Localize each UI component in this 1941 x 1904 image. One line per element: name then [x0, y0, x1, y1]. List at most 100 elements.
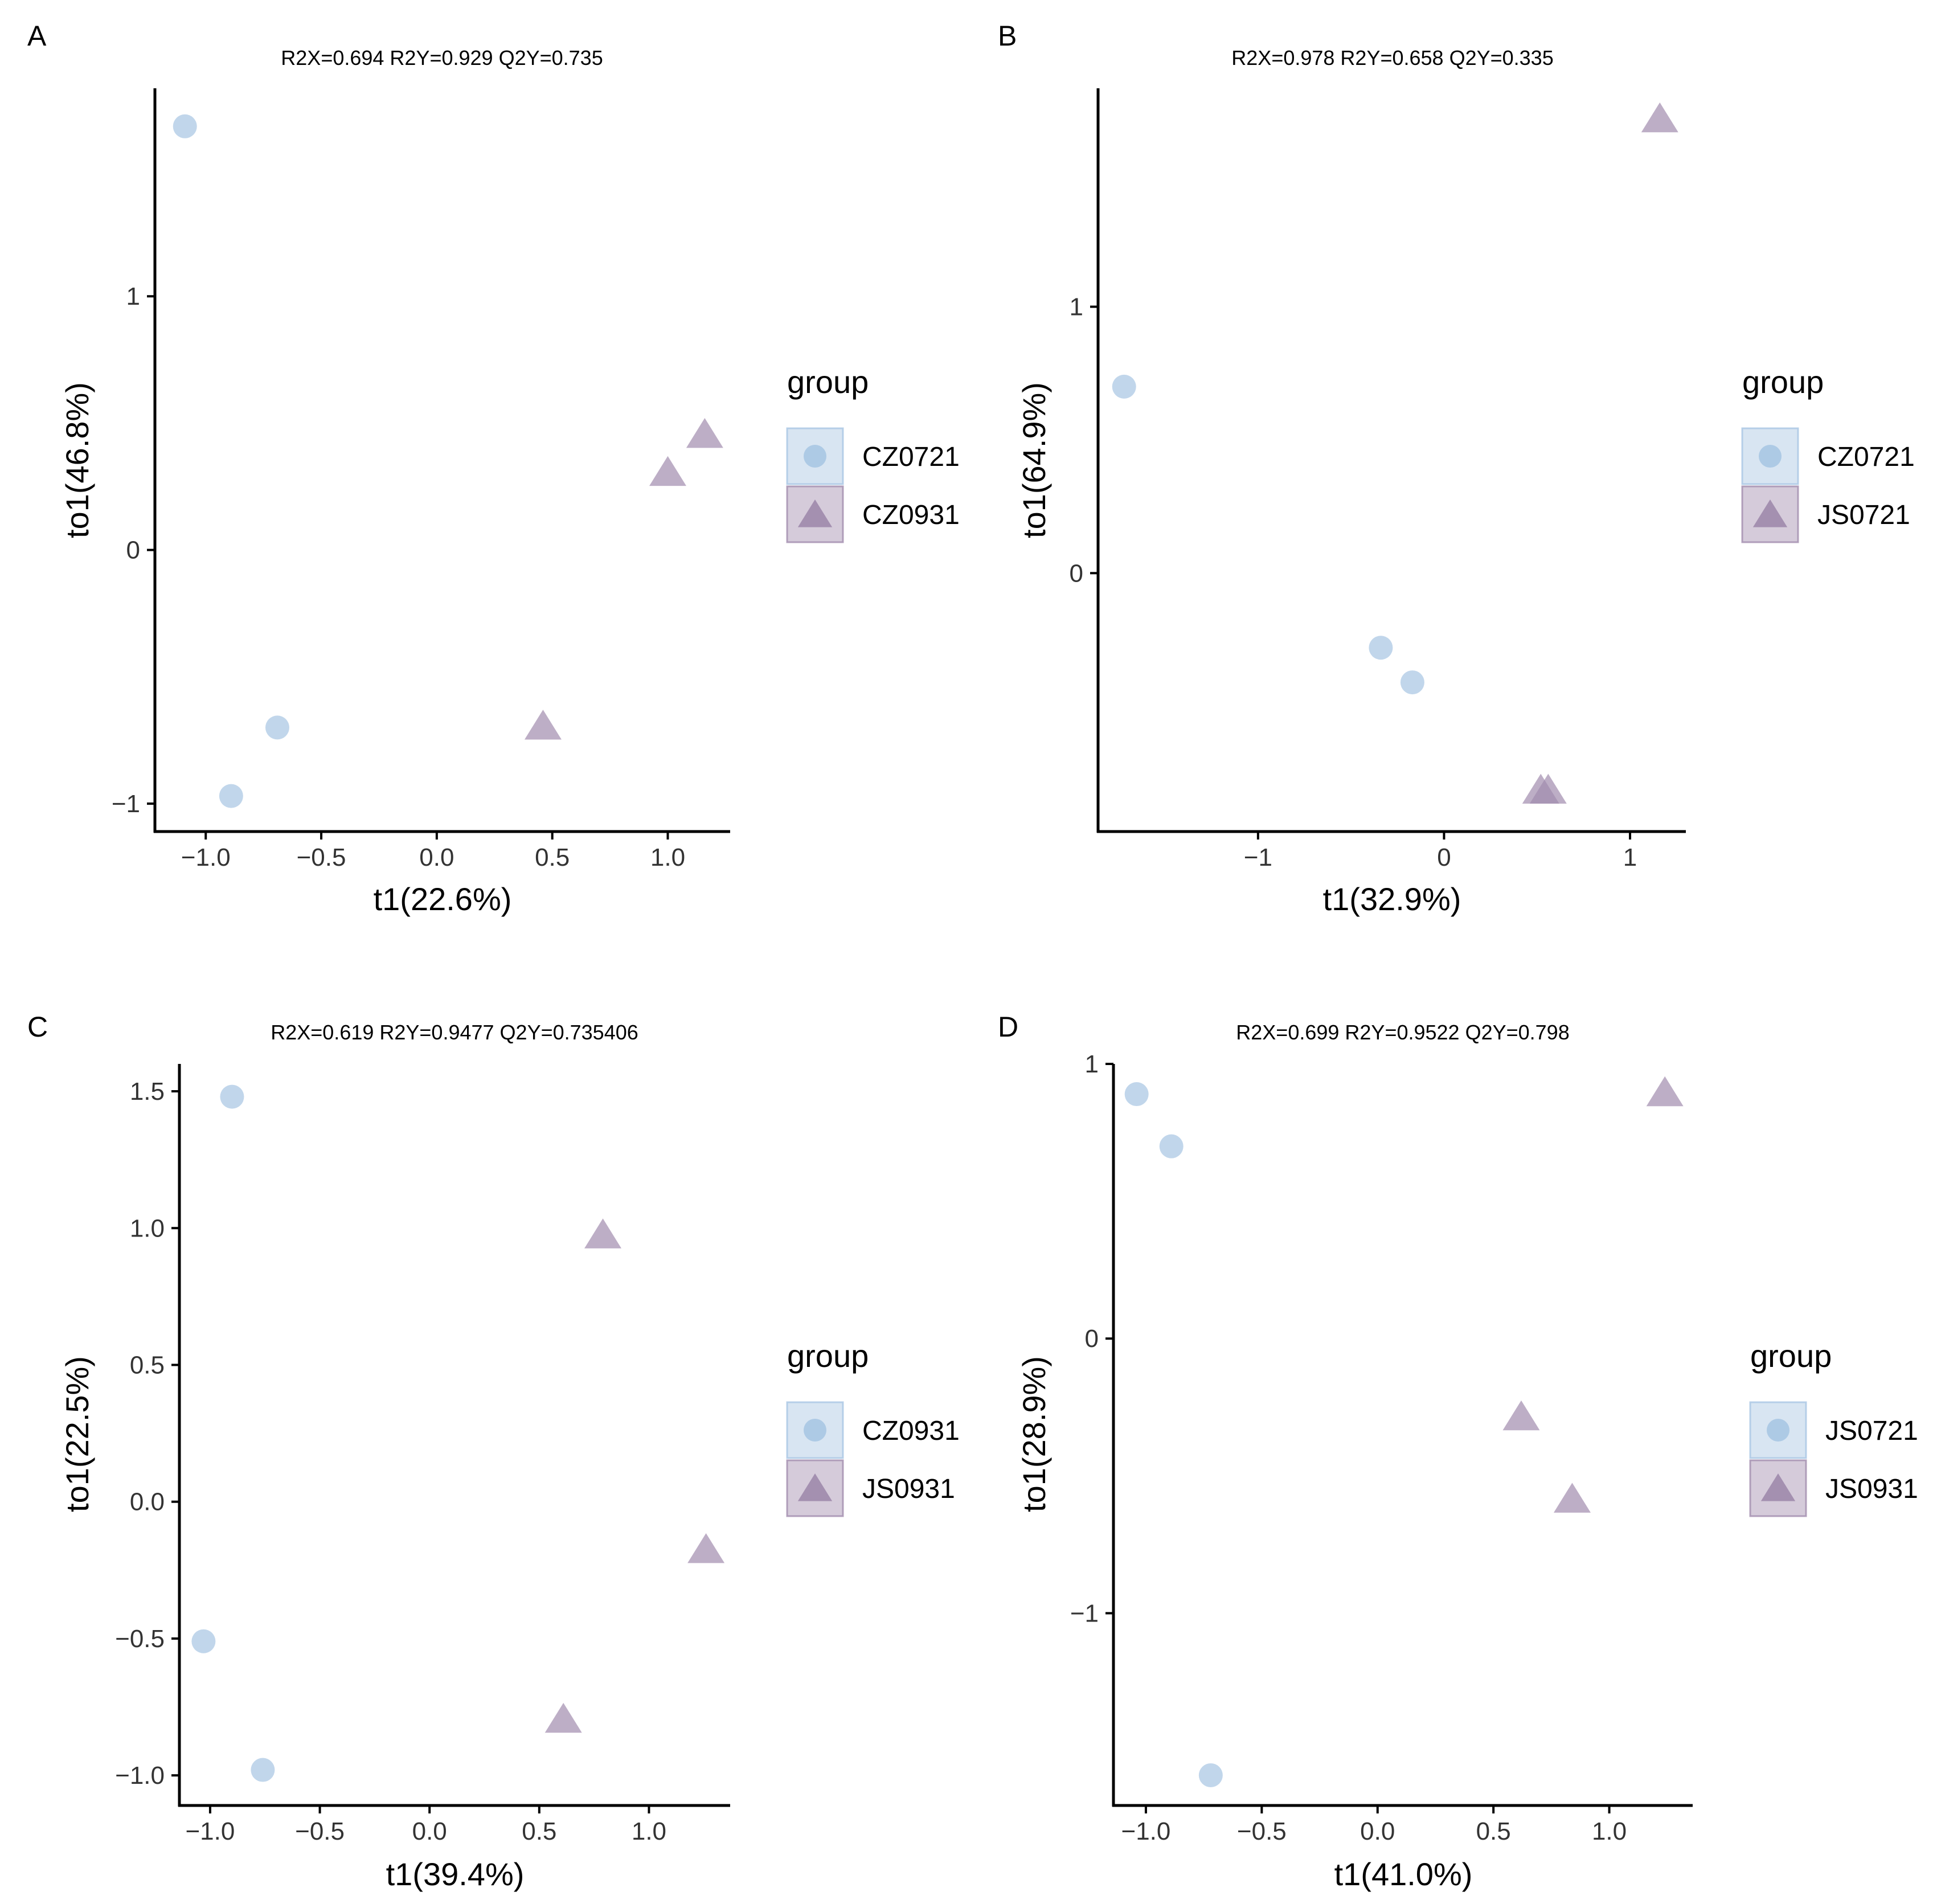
data-point-circle [251, 1758, 275, 1782]
legend: group CZ0721 CZ0931 [786, 364, 960, 543]
y-tick-label: −0.5 [115, 1625, 165, 1653]
x-tick-label: 1.0 [650, 844, 685, 871]
x-tick-label: 0.5 [535, 844, 570, 871]
y-tick-label: 1 [1070, 293, 1083, 321]
legend: group JS0721 JS0931 [1749, 1338, 1918, 1517]
y-tick-label: 1 [1085, 1050, 1099, 1078]
x-axis-title: t1(22.6%) [374, 881, 512, 917]
series-js0721 [1124, 1082, 1223, 1787]
chart-title: R2X=0.619 R2Y=0.9477 Q2Y=0.735406 [271, 1021, 638, 1044]
y-tick-label: 1.5 [130, 1078, 165, 1105]
x-tick-label: 0.5 [1476, 1817, 1511, 1845]
data-point-triangle [1529, 773, 1567, 804]
x-tick-label: −1.0 [1121, 1817, 1171, 1845]
panel-c: C R2X=0.619 R2Y=0.9477 Q2Y=0.735406 −1.0 −0… [27, 1011, 960, 1892]
series-cz0721 [173, 114, 289, 808]
series-js0931 [1502, 1076, 1684, 1513]
chart-title: R2X=0.978 R2Y=0.658 Q2Y=0.335 [1231, 46, 1553, 69]
data-point-triangle [1641, 102, 1678, 133]
legend-triangle-icon [797, 499, 833, 527]
data-point-circle [1369, 636, 1393, 660]
x-tick-label: 0.0 [419, 844, 454, 871]
panel-label: A [27, 20, 47, 52]
series-js0721 [1522, 102, 1678, 804]
data-point-circle [265, 715, 289, 740]
y-tick-label: −1.0 [115, 1762, 165, 1790]
x-tick-label: −0.5 [297, 844, 346, 871]
y-tick-label: 0 [1085, 1325, 1099, 1353]
x-tick-label: −0.5 [1237, 1817, 1287, 1845]
x-tick-label: 1.0 [1592, 1817, 1627, 1845]
y-tick-label: −1 [1070, 1599, 1099, 1627]
x-tick-label: −1.0 [181, 844, 231, 871]
data-point-triangle [1646, 1076, 1684, 1107]
x-tick-label: 0.0 [412, 1817, 447, 1845]
x-axis-title: t1(41.0%) [1334, 1856, 1473, 1892]
legend-label: JS0931 [862, 1474, 955, 1504]
legend-title: group [787, 364, 869, 400]
legend-label: CZ0931 [862, 1416, 960, 1446]
data-point-circle [1124, 1082, 1149, 1107]
legend-circle-icon [804, 445, 826, 468]
panel-d: D R2X=0.699 R2Y=0.9522 Q2Y=0.798 −1.0 −0.5 0… [998, 1011, 1918, 1892]
x-tick-label: 0.0 [1360, 1817, 1395, 1845]
x-tick-label: −1.0 [185, 1817, 235, 1845]
legend-label: CZ0931 [862, 500, 960, 530]
series-cz0931 [524, 417, 723, 740]
legend-title: group [1742, 364, 1824, 400]
series-js0931 [544, 1218, 725, 1733]
data-point-triangle [584, 1218, 622, 1248]
y-tick-label: 1.0 [130, 1214, 165, 1242]
data-point-triangle [544, 1702, 582, 1733]
x-tick-label: 0 [1437, 844, 1451, 871]
data-point-triangle [524, 710, 562, 740]
data-point-triangle [1553, 1483, 1591, 1513]
x-tick-label: 0.5 [522, 1817, 556, 1845]
data-point-circle [220, 1084, 244, 1109]
legend-label: CZ0721 [1817, 442, 1915, 472]
data-point-circle [219, 784, 243, 808]
legend-label: CZ0721 [862, 442, 960, 472]
legend-label: JS0721 [1825, 1416, 1918, 1446]
x-tick-label: −1 [1244, 844, 1272, 871]
panel-label: D [998, 1011, 1018, 1043]
panel-a: A R2X=0.694 R2Y=0.929 Q2Y=0.735 −1.0 −0.5 0.… [27, 20, 960, 917]
y-tick-label: −1 [112, 790, 140, 818]
x-tick-label: 1.0 [632, 1817, 666, 1845]
x-axis-title: t1(32.9%) [1323, 881, 1461, 917]
panel-b: B R2X=0.978 R2Y=0.658 Q2Y=0.335 −1 0 1 0 1 t1(3… [998, 20, 1915, 917]
panel-label: B [998, 20, 1017, 52]
legend-label: JS0931 [1825, 1474, 1918, 1504]
y-axis-title: to1(22.5%) [59, 1356, 95, 1512]
legend-triangle-icon [1752, 499, 1788, 527]
legend-circle-icon [1767, 1419, 1790, 1442]
legend-circle-icon [1759, 445, 1782, 468]
legend-triangle-icon [1760, 1473, 1796, 1501]
data-point-triangle [649, 456, 686, 486]
y-axis-title: to1(64.9%) [1016, 382, 1052, 538]
y-tick-label: 0 [126, 537, 140, 564]
data-point-circle [191, 1629, 216, 1653]
series-cz0721 [1112, 374, 1424, 695]
legend-title: group [1750, 1338, 1832, 1374]
panel-label: C [27, 1011, 48, 1043]
x-tick-label: 1 [1623, 844, 1637, 871]
y-tick-label: 1 [126, 282, 140, 310]
legend-label: JS0721 [1817, 500, 1910, 530]
x-axis-title: t1(39.4%) [386, 1856, 525, 1892]
y-tick-label: 0.0 [130, 1488, 165, 1516]
y-axis-title: to1(28.9%) [1016, 1356, 1052, 1512]
legend: group CZ0931 JS0931 [786, 1338, 960, 1517]
data-point-triangle [686, 417, 723, 448]
data-point-circle [1400, 670, 1424, 695]
chart-title: R2X=0.694 R2Y=0.929 Q2Y=0.735 [281, 46, 603, 69]
data-point-triangle [1502, 1400, 1540, 1431]
data-point-circle [1159, 1134, 1184, 1158]
x-tick-label: −0.5 [295, 1817, 345, 1845]
legend: group CZ0721 JS0721 [1741, 364, 1915, 543]
series-cz0931 [191, 1084, 275, 1782]
y-axis-title: to1(46.8%) [59, 382, 95, 538]
legend-title: group [787, 1338, 869, 1374]
data-point-circle [1198, 1763, 1223, 1787]
y-tick-label: 0.5 [130, 1351, 165, 1379]
